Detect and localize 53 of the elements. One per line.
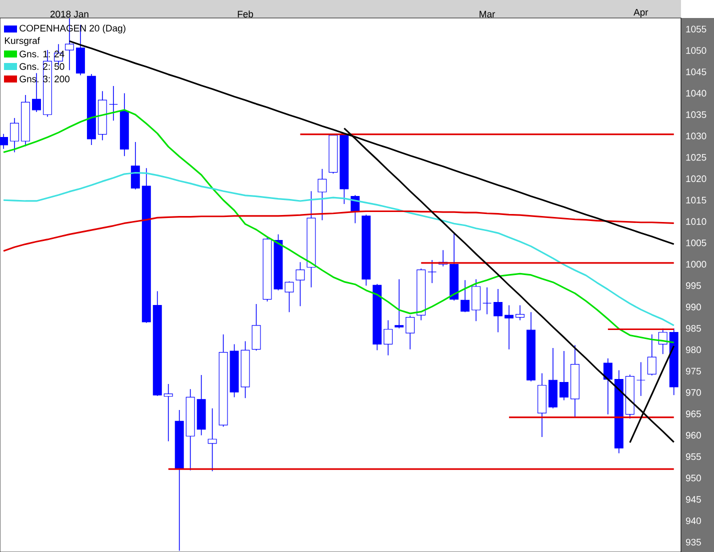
x-tick-label: 2018 Jan	[50, 10, 88, 18]
y-tick-label: 945	[686, 496, 701, 503]
y-tick-label: 950	[686, 474, 701, 482]
candlestick	[516, 304, 524, 321]
y-tick-label: 1000	[686, 260, 706, 268]
candlestick	[472, 278, 481, 322]
y-tick-label: 1040	[686, 90, 706, 97]
y-tick-label: 1055	[686, 26, 706, 32]
x-tick-label: Feb	[238, 10, 254, 18]
candlestick	[494, 288, 503, 333]
y-tick-label: 1035	[686, 111, 706, 118]
y-tick-label: 975	[686, 368, 701, 374]
annotation: Kursgraf	[4, 37, 40, 46]
candlestick	[406, 315, 415, 350]
candlestick	[318, 168, 327, 221]
y-tick-label: 970	[686, 389, 701, 396]
y-tick-label: 1045	[686, 68, 706, 76]
candlestick	[428, 260, 437, 284]
candlestick	[0, 133, 8, 150]
candlestick	[603, 358, 612, 415]
candlestick	[559, 350, 568, 401]
y-tick-label: 960	[686, 432, 701, 439]
y-tick-label: 1020	[686, 175, 706, 182]
x-tick-label: Mar	[480, 10, 496, 18]
y-tick-label: 1015	[686, 196, 706, 204]
candlestick	[208, 408, 217, 472]
y-tick-label: 935	[686, 538, 701, 546]
x-tick-label: Apr	[634, 8, 648, 18]
candlestick	[10, 118, 19, 153]
candlestick	[108, 86, 118, 122]
y-tick-label: 985	[686, 325, 701, 332]
candlestick	[647, 334, 656, 376]
y-tick-label: 965	[686, 410, 701, 418]
candlestick	[296, 262, 305, 307]
candlestick	[482, 286, 492, 315]
y-tick-label: 940	[686, 517, 701, 524]
candlestick	[460, 280, 470, 313]
candlestick	[164, 384, 173, 442]
y-tick-label: 955	[686, 453, 701, 460]
y-tick-label: 990	[686, 304, 701, 310]
y-tick-label: 1050	[686, 47, 706, 54]
y-tick-label: 995	[686, 282, 701, 289]
y-tick-label: 1030	[686, 132, 706, 140]
candlestick	[130, 142, 140, 190]
y-tick-label: 1005	[686, 240, 706, 246]
y-tick-label: 1010	[686, 218, 706, 225]
candlestick	[394, 278, 404, 329]
candlestick	[636, 362, 646, 396]
candlestick	[504, 304, 514, 350]
y-tick-label: 1025	[686, 154, 706, 161]
candlestick	[384, 320, 393, 356]
candlestick	[252, 304, 261, 352]
y-tick-label: 980	[686, 346, 701, 354]
